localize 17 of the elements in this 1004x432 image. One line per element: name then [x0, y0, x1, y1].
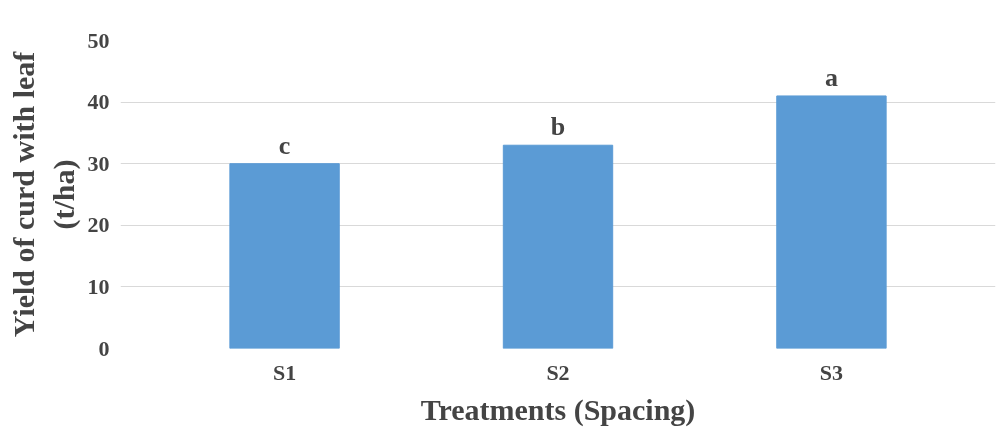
y-tick-label: 10: [87, 273, 110, 299]
y-tick-label: 40: [87, 89, 110, 115]
y-tick-label: 20: [87, 212, 110, 238]
annotation: b: [550, 112, 566, 142]
bar: [229, 163, 340, 349]
bar: [776, 95, 887, 349]
y-tick-label: 30: [87, 150, 110, 176]
x-tick-label: S2: [546, 359, 570, 385]
x-tick-label: S3: [819, 359, 844, 385]
annotation: c: [278, 130, 291, 160]
x-tick-label: S1: [272, 359, 297, 385]
bar: [502, 144, 614, 349]
y-tick-label: 50: [87, 27, 110, 53]
annotation: a: [824, 62, 838, 92]
y-tick-label: 0: [98, 335, 110, 361]
y-axis-title: Yield of curd with leaf (t/ha): [6, 50, 81, 338]
x-axis-title: Treatments (Spacing): [420, 392, 696, 427]
